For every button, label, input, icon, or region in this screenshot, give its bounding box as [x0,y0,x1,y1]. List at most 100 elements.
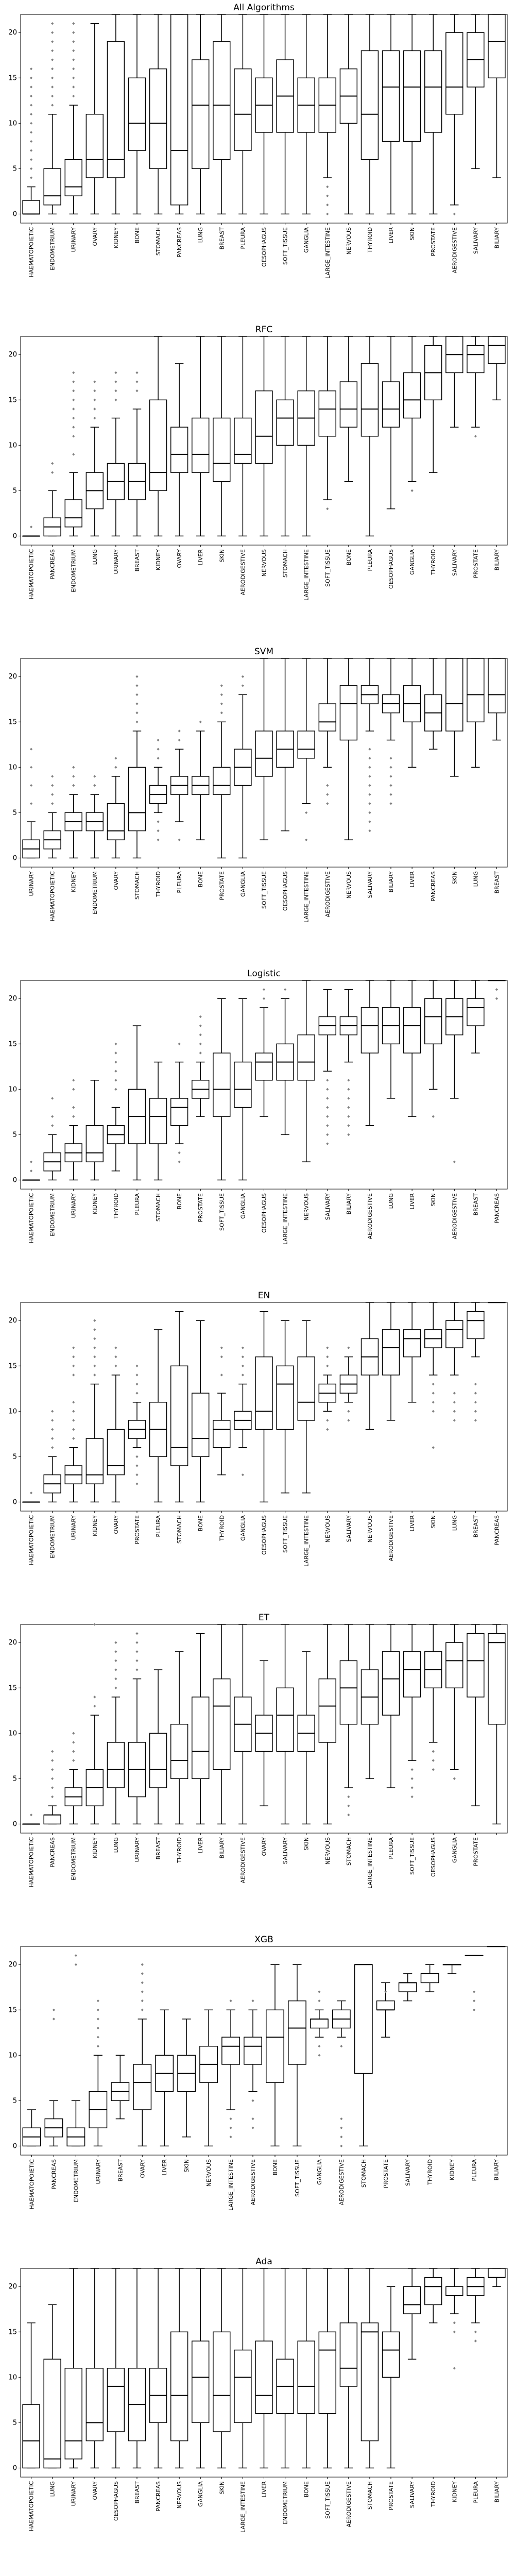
outlier-point [72,1364,75,1367]
y-tick-label: 20 [8,673,17,681]
outlier-point [474,1382,477,1386]
outlier-point [347,1088,350,1091]
box [297,1320,315,1494]
x-tick-label: LIVER [197,1837,204,1854]
box-iqr [445,2286,464,2296]
x-tick-label: PLEURA [239,227,246,249]
x-tick-label: AERODIGESTIVE [338,2159,345,2205]
box [234,336,252,537]
box [445,1624,464,1780]
outlier-point [432,1115,435,1118]
y-tick-label: 10 [8,120,17,127]
box [467,980,485,1054]
outlier-point [72,1079,75,1082]
box-iqr [149,399,167,492]
box-iqr [360,363,379,437]
outlier-point [135,389,139,393]
box [192,336,210,537]
x-tick-label: AERODIGESTIVE [367,1193,373,1239]
box-iqr [170,1098,188,1126]
x-tick-label: SOFT_TISSUE [324,549,331,587]
x-tick-label: GANGLIA [451,1837,458,1863]
x-tick-label: LUNG [472,871,479,887]
outlier-point [474,1392,477,1395]
box [43,1750,61,1825]
x-tick-label: KIDNEY [449,2159,456,2180]
box-iqr [213,1053,231,1117]
x-tick-label: SKIN [303,1837,310,1851]
box-iqr [149,1098,167,1144]
box-iqr [170,1365,188,1466]
outlier-point [93,1364,96,1367]
outlier-point [29,113,33,116]
outlier-point [72,22,75,25]
box [424,14,442,215]
outlier-point [251,2117,254,2121]
box [107,1641,125,1825]
box [424,336,442,473]
outlier-point [114,1346,117,1349]
y-tick-label: 5 [13,809,17,817]
outlier-point [93,398,96,401]
outlier-point [29,1814,33,1817]
outlier-point [384,1990,387,1993]
outlier-point [51,1419,54,1422]
chart-panel-6: XGB 0 5 10 15 20 HAEMATOPOIETIC PANCREAS ENDOMET… [8,1935,508,2211]
box-iqr [339,2322,358,2387]
box [424,1302,442,1449]
chart-title: Ada [255,2257,272,2267]
x-tick-label: GANGLIA [239,1193,246,1219]
x-tick-label: LIVER [409,871,416,888]
outlier-point [141,1999,144,2003]
y-tick-label: 0 [13,2464,17,2472]
x-tick-label: PROSTATE [218,871,225,900]
outlier-point [51,94,54,98]
box [107,2268,125,2469]
box [403,2268,421,2360]
outlier-point [72,380,75,383]
outlier-point [135,1392,139,1395]
box-iqr [213,417,231,482]
x-tick-label: BREAST [218,227,225,250]
outlier-point [29,158,33,161]
outlier-point [326,507,329,511]
outlier-point [157,757,160,760]
box [149,1669,167,1825]
outlier-point [178,1151,181,1155]
x-tick-label: BILIARY [346,1193,352,1215]
outlier-point [141,1990,144,1993]
outlier-point [241,684,245,687]
y-tick-label: 0 [13,210,17,218]
outlier-point [318,1999,321,2003]
x-tick-label: OESOPHAGUS [388,549,394,589]
box-iqr [276,1687,294,1752]
box [424,658,442,750]
outlier-point [472,1999,476,2003]
y-tick-label: 20 [8,2283,17,2291]
x-tick-label: SALIVARY [324,1193,331,1220]
box [170,730,188,841]
box [85,775,104,859]
box-iqr [192,1697,210,1780]
x-tick-label: LUNG [388,1193,394,1209]
outlier-point [135,702,139,705]
outlier-point [135,1382,139,1386]
box [318,989,336,1145]
outlier-point [114,398,117,401]
outlier-point [51,86,54,89]
chart-panel-2: SVM 0 5 10 15 20 URINARY HAEMATOPOIETIC KIDNEY EN… [8,647,508,923]
x-tick-label: THYROID [113,1193,119,1219]
box [465,1955,484,2011]
outlier-point [114,1641,117,1644]
x-tick-label: SKIN [430,1193,437,1207]
box [297,1651,315,1825]
outlier-point [347,1079,350,1082]
outlier-point [135,371,139,375]
box [107,1346,125,1503]
box-iqr [43,168,61,206]
outlier-point [29,748,33,751]
x-tick-label: GANGLIA [239,871,246,897]
box [398,1973,417,2002]
outlier-point [114,1070,117,1073]
outlier-point [51,1750,54,1753]
